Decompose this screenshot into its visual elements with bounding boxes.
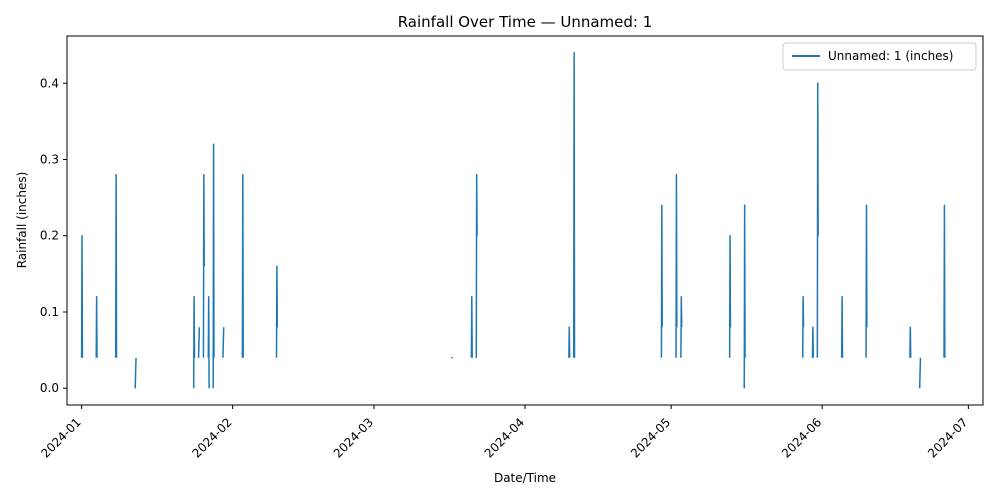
series-line-segment	[114, 174, 118, 358]
chart-title: Rainfall Over Time — Unnamed: 1	[398, 13, 653, 31]
series-line-segment	[80, 235, 84, 358]
y-tick-label: 0.3	[40, 153, 59, 167]
series-line-segment	[943, 204, 946, 358]
series-line-segment	[811, 326, 815, 358]
series-line-segment	[475, 174, 478, 358]
series-line-segment	[134, 357, 137, 389]
series-line-segment	[207, 295, 210, 389]
plot-area	[80, 52, 946, 389]
series-line-segment	[865, 204, 868, 358]
series-line-segment	[728, 235, 732, 358]
series-line-segment	[909, 326, 912, 358]
series-line-segment	[572, 52, 576, 358]
axes-frame	[66, 35, 984, 406]
legend-entry: Unnamed: 1 (inches)	[828, 49, 953, 63]
series-line-segment	[918, 357, 922, 389]
series-line-segment	[241, 174, 244, 358]
series-line-segment	[212, 143, 215, 389]
y-tick-label: 0.0	[40, 381, 59, 395]
series-line-segment	[801, 295, 805, 358]
y-tick-label: 0.1	[40, 305, 59, 319]
series-line-segment	[197, 327, 201, 358]
y-tick-label: 0.4	[40, 76, 59, 90]
y-axis: 0.0 0.1 0.2 0.3 0.4	[40, 76, 67, 395]
series-line-segment	[840, 295, 844, 358]
series-line-segment	[192, 295, 196, 389]
x-axis-label: Date/Time	[494, 471, 556, 485]
series-line-segment	[743, 204, 746, 389]
series-line-segment	[660, 204, 663, 358]
series-line-segment	[675, 174, 678, 358]
series-line-segment	[568, 326, 571, 358]
series-line-segment	[680, 295, 683, 358]
series-line-segment	[222, 327, 225, 358]
series-line-segment	[275, 265, 279, 358]
legend: Unnamed: 1 (inches)	[782, 42, 977, 71]
legend-box	[782, 42, 977, 71]
y-tick-label: 0.2	[40, 229, 59, 243]
series-line-segment	[470, 295, 473, 358]
series-line-segment	[202, 174, 205, 358]
y-axis-label: Rainfall (inches)	[15, 172, 29, 269]
series-line-segment	[95, 295, 98, 358]
series-line-segment	[816, 82, 819, 358]
